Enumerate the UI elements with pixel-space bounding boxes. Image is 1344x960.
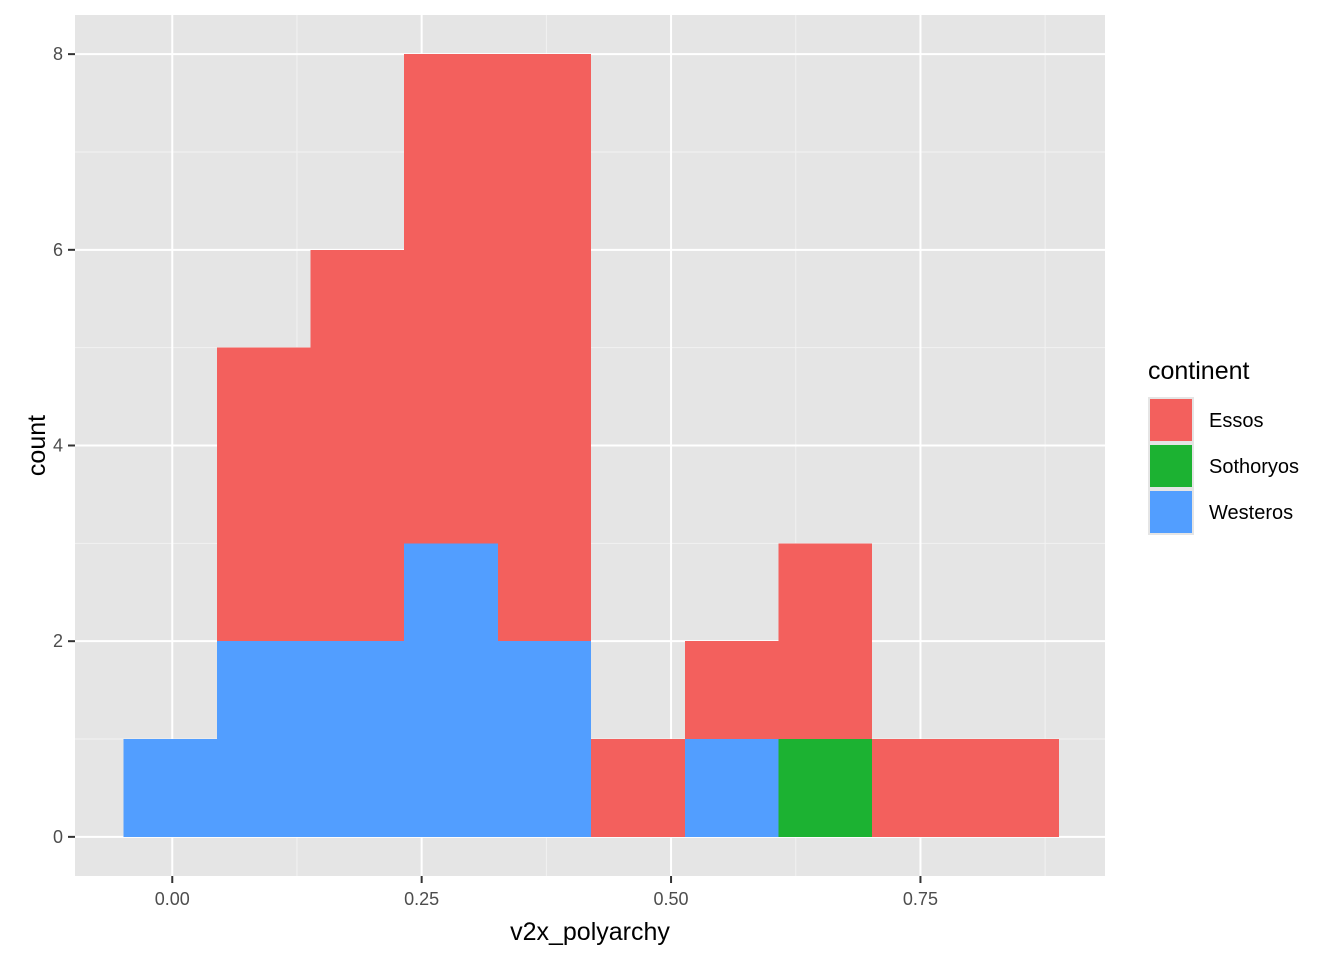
x-tick-label: 0.00: [155, 889, 190, 909]
y-tick-label: 2: [53, 631, 63, 651]
legend-title: continent: [1148, 357, 1250, 385]
y-tick-label: 4: [53, 436, 63, 456]
bar-westeros: [310, 641, 405, 837]
legend-label-westeros: Westeros: [1209, 502, 1293, 524]
y-axis: 0 2 4 6 8: [53, 44, 75, 847]
legend-items: Essos Sothoryos Westeros: [1148, 397, 1299, 535]
legend-label-sothoryos: Sothoryos: [1209, 456, 1299, 478]
y-axis-title: count: [23, 415, 51, 476]
x-tick-label: 0.75: [903, 889, 938, 909]
legend-swatch-sothoryos: [1150, 445, 1192, 487]
bar-essos: [871, 739, 966, 837]
bar-essos: [684, 641, 779, 740]
bar-essos: [591, 739, 685, 837]
bar-westeros: [497, 641, 592, 837]
x-axis: 0.00 0.25 0.50 0.75: [155, 876, 938, 909]
bar-westeros: [217, 641, 311, 837]
bar-westeros: [684, 739, 779, 837]
bar-essos: [217, 347, 311, 642]
bar-westeros: [404, 543, 498, 837]
legend-label-essos: Essos: [1209, 410, 1263, 432]
legend-swatch-essos: [1150, 399, 1192, 441]
bar-essos: [965, 739, 1059, 837]
y-tick-label: 8: [53, 44, 63, 64]
legend-swatch-westeros: [1150, 491, 1192, 533]
bar-westeros: [123, 739, 218, 837]
histogram-bars: [123, 54, 1059, 837]
y-tick-label: 0: [53, 827, 63, 847]
x-axis-title: v2x_polyarchy: [510, 918, 670, 946]
bar-essos: [404, 54, 498, 544]
bar-essos: [778, 543, 872, 740]
bar-sothoryos: [778, 739, 872, 837]
bar-essos: [310, 249, 405, 642]
legend: continent Essos Sothoryos Westeros: [1148, 357, 1299, 535]
y-tick-label: 6: [53, 240, 63, 260]
bar-essos: [497, 54, 592, 642]
x-tick-label: 0.50: [654, 889, 689, 909]
x-tick-label: 0.25: [404, 889, 439, 909]
